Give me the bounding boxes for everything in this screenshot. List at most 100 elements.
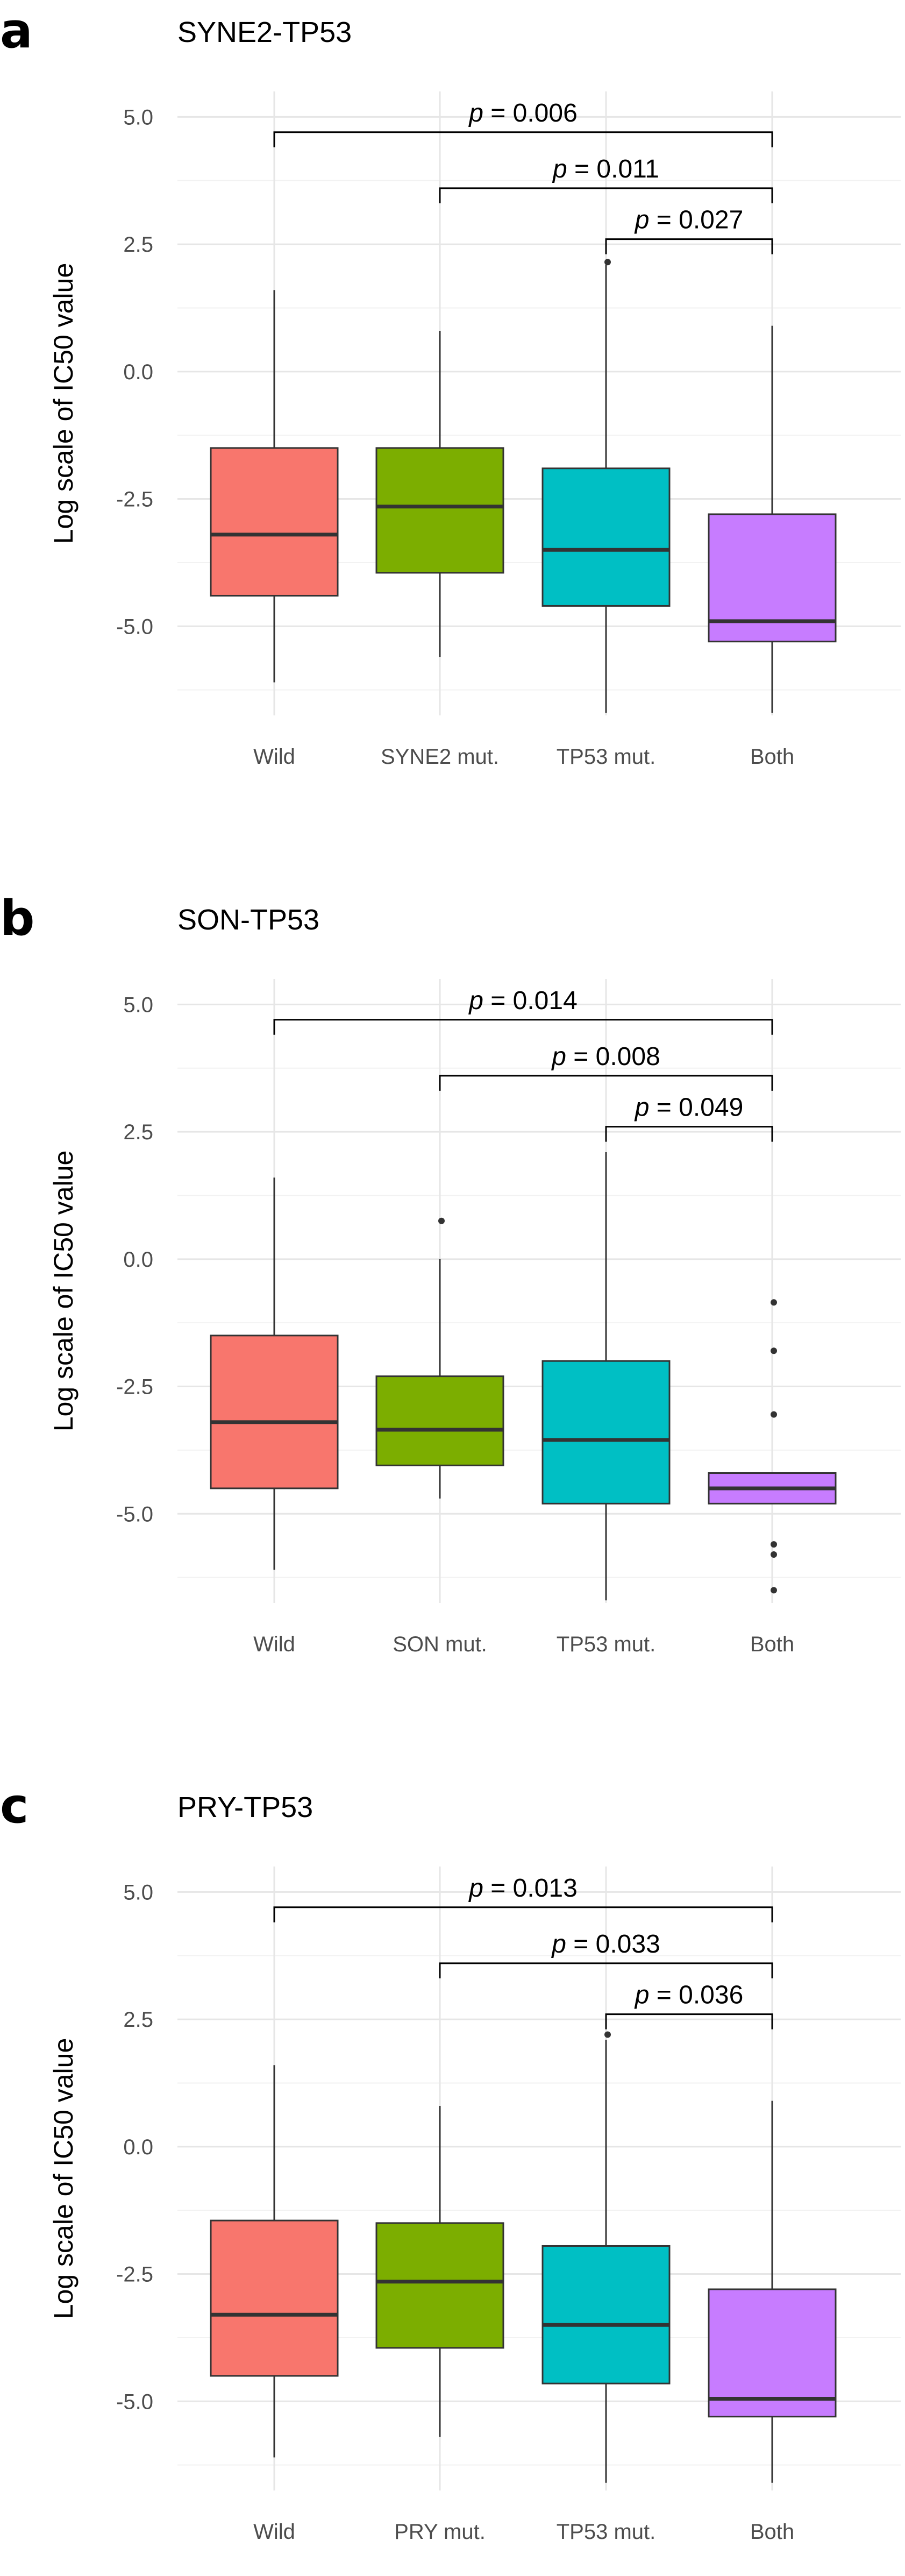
x-tick-label: Wild: [253, 745, 295, 769]
box-0: [210, 1177, 339, 1570]
p-value-label: p = 0.049: [634, 1094, 744, 1122]
chart-title: SYNE2-TP53: [177, 16, 352, 48]
x-tick-label: PRY mut.: [394, 2520, 486, 2544]
comparison-bracket-1: p = 0.033: [439, 1930, 773, 1978]
p-value-label: p = 0.033: [551, 1930, 660, 1958]
x-tick-label: TP53 mut.: [557, 2520, 656, 2544]
x-tick-label: Both: [750, 1633, 794, 1656]
box-iqr: [375, 2222, 504, 2349]
outlier-point: [771, 1411, 777, 1418]
y-tick-label: 2.5: [123, 233, 153, 257]
comparison-bracket-2: p = 0.027: [605, 206, 773, 254]
y-tick-label: 5.0: [123, 105, 153, 129]
box-0: [210, 2065, 339, 2458]
y-tick-label: -2.5: [116, 1375, 153, 1399]
box-3: [708, 2100, 837, 2483]
outlier-point: [771, 1541, 777, 1548]
box-3: [708, 325, 837, 713]
p-symbol: p: [551, 1930, 566, 1958]
p-equals: =: [567, 155, 597, 183]
comparison-bracket-2: p = 0.036: [605, 1981, 773, 2029]
x-tick-label: TP53 mut.: [557, 745, 656, 769]
box-1: [375, 331, 504, 657]
outlier-point: [771, 1299, 777, 1306]
p-value: 0.013: [513, 1874, 578, 1903]
p-equals: =: [649, 206, 679, 235]
box-iqr: [541, 2245, 671, 2385]
y-tick-label: 5.0: [123, 1880, 153, 1904]
bracket-line: [439, 187, 773, 203]
bracket-line: [273, 1019, 773, 1035]
p-value: 0.033: [596, 1930, 660, 1958]
box-iqr: [210, 2219, 339, 2377]
outlier-point: [771, 1551, 777, 1558]
p-value: 0.006: [513, 99, 578, 127]
box-iqr: [210, 447, 339, 597]
p-symbol: p: [468, 987, 483, 1015]
comparison-bracket-0: p = 0.014: [273, 987, 773, 1035]
box-iqr: [708, 2288, 837, 2418]
box-iqr: [375, 1375, 504, 1466]
bracket-line: [439, 1075, 773, 1091]
box-3: [708, 1299, 837, 1594]
bracket-line: [605, 1126, 773, 1142]
box-iqr: [541, 467, 671, 607]
chart-panel-c: c PRY-TP53 5.0 2.5 0.0 -2.5 -5.0 Log scale of I…: [0, 1778, 901, 2544]
bracket-line: [273, 1906, 773, 1922]
y-tick-label: 2.5: [123, 1120, 153, 1144]
bracket-line: [273, 131, 773, 147]
bracket-line: [605, 238, 773, 254]
p-value-label: p = 0.008: [551, 1042, 660, 1071]
p-value-label: p = 0.006: [468, 99, 578, 127]
comparison-bracket-0: p = 0.013: [273, 1874, 773, 1922]
y-tick-label: -5.0: [116, 615, 153, 638]
p-symbol: p: [634, 1094, 650, 1122]
p-equals: =: [649, 1094, 679, 1122]
x-tick-label: Wild: [253, 2520, 295, 2544]
p-value-label: p = 0.013: [468, 1874, 578, 1903]
box-iqr: [375, 447, 504, 574]
chart-title: PRY-TP53: [177, 1791, 313, 1823]
p-equals: =: [649, 1981, 679, 2010]
bracket-line: [605, 2013, 773, 2029]
outlier-point: [438, 1217, 445, 1224]
p-value-label: p = 0.014: [468, 987, 578, 1015]
x-tick-label: Both: [750, 745, 794, 769]
y-tick-label: 0.0: [123, 2135, 153, 2159]
p-value: 0.014: [513, 987, 578, 1015]
chart-panel-a: a SYNE2-TP53 5.0 2.5 0.0 -2.5 -5.0 Log scale of…: [0, 3, 901, 769]
x-tick-label: Both: [750, 2520, 794, 2544]
y-tick-label: -2.5: [116, 2263, 153, 2287]
p-symbol: p: [551, 1042, 566, 1071]
p-symbol: p: [634, 206, 650, 235]
y-axis-title: Log scale of IC50 value: [48, 1151, 79, 1432]
box-1: [375, 1217, 504, 1499]
panel-letter: c: [0, 1778, 28, 1834]
p-value: 0.036: [679, 1981, 743, 2010]
p-symbol: p: [634, 1981, 650, 2010]
p-value-label: p = 0.027: [634, 206, 744, 235]
p-value: 0.027: [679, 206, 743, 235]
y-tick-label: 0.0: [123, 1248, 153, 1272]
chart-panel-b: b SON-TP53 5.0 2.5 0.0 -2.5 -5.0 Log scale of I…: [0, 890, 901, 1656]
bracket-line: [439, 1962, 773, 1978]
comparison-bracket-0: p = 0.006: [273, 99, 773, 147]
x-tick-label: SYNE2 mut.: [381, 745, 499, 769]
box-iqr: [210, 1335, 339, 1489]
box-2: [541, 1152, 671, 1601]
box-2: [541, 2031, 671, 2483]
p-symbol: p: [468, 1874, 483, 1903]
y-tick-label: 5.0: [123, 993, 153, 1017]
outlier-point: [771, 1587, 777, 1594]
p-value-label: p = 0.036: [634, 1981, 744, 2010]
y-tick-label: -5.0: [116, 1502, 153, 1526]
p-value: 0.049: [679, 1094, 743, 1122]
box-2: [541, 259, 671, 713]
panel-letter: a: [0, 3, 33, 59]
p-equals: =: [483, 99, 513, 127]
chart-title: SON-TP53: [177, 904, 319, 936]
box-iqr: [541, 1360, 671, 1505]
box-0: [210, 290, 339, 683]
outlier-point: [604, 259, 611, 266]
